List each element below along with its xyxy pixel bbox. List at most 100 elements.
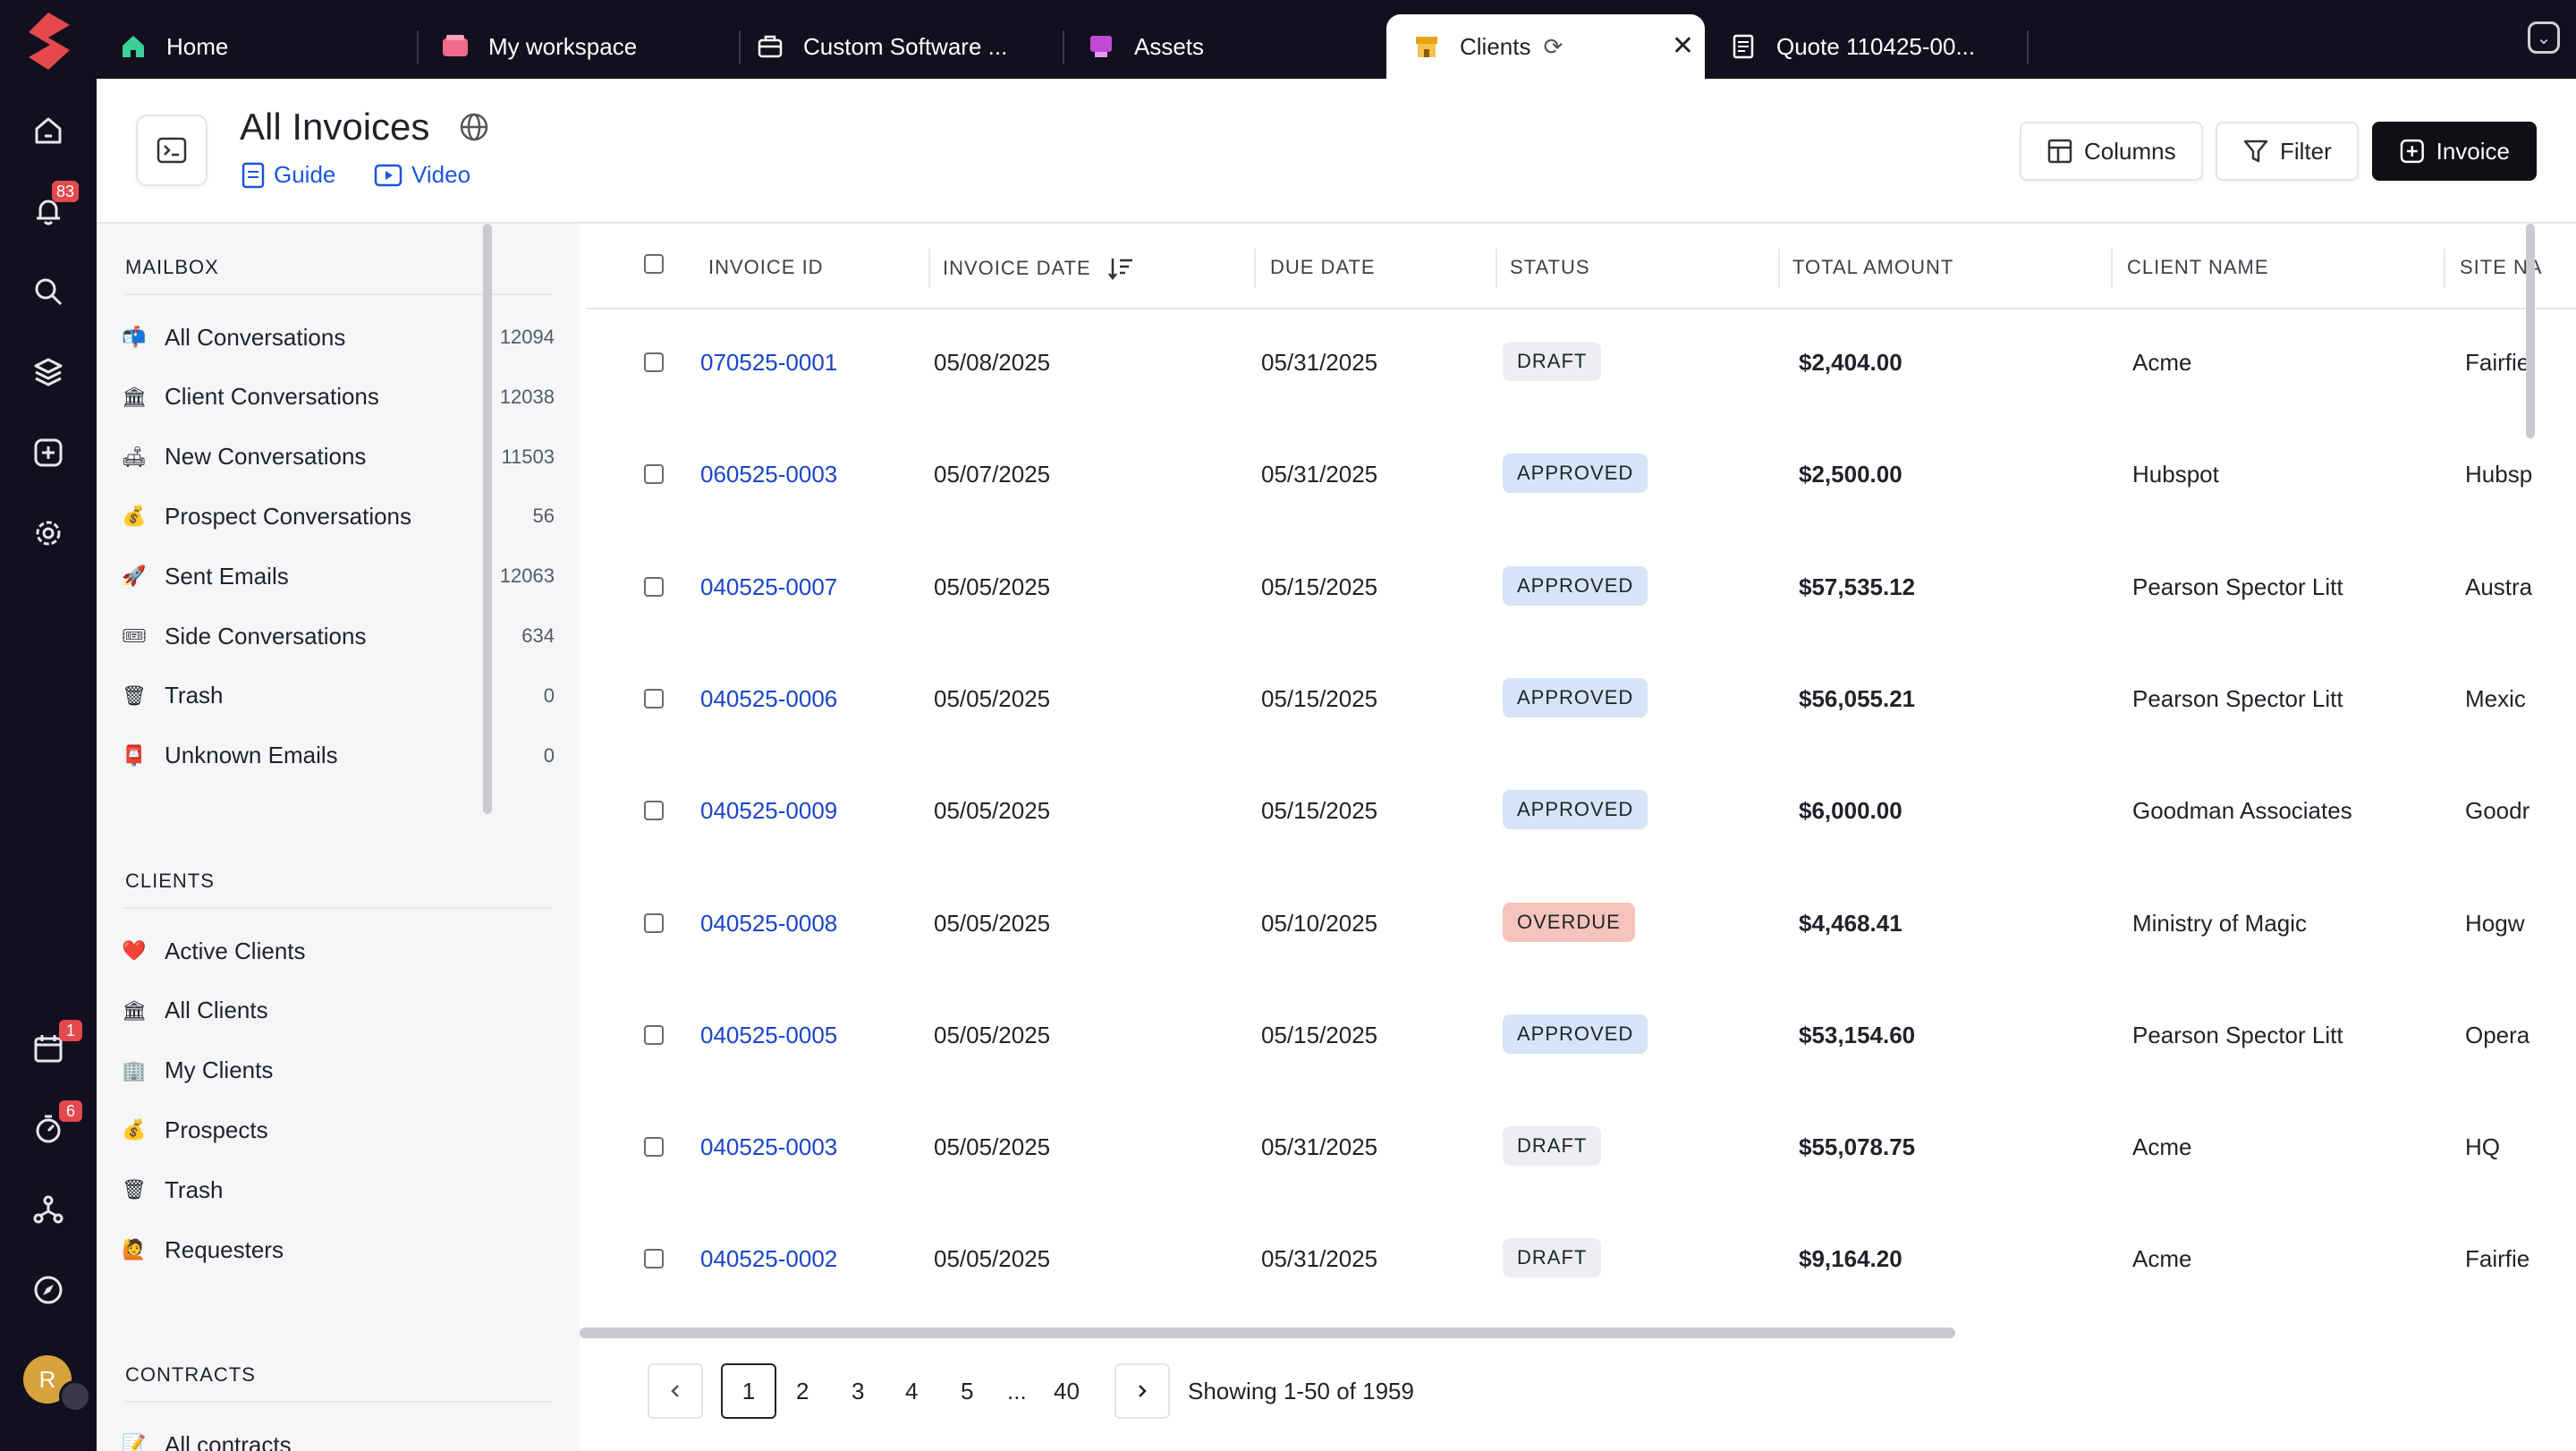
row-checkbox[interactable] bbox=[644, 464, 664, 485]
table-vertical-scrollbar[interactable] bbox=[2526, 224, 2535, 438]
table-row[interactable]: 040525-0005 05/05/2025 05/15/2025 $53,154.6… bbox=[587, 982, 2576, 1094]
layers-icon[interactable] bbox=[32, 356, 64, 388]
sidebar-item-prospects[interactable]: 💰 Prospects bbox=[122, 1107, 555, 1152]
column-header-client-name[interactable]: CLIENT NAME bbox=[2127, 256, 2269, 278]
tab-quote[interactable]: Quote 110425-00... bbox=[1703, 14, 2025, 79]
bell-icon[interactable] bbox=[32, 195, 64, 227]
column-divider[interactable] bbox=[2444, 249, 2445, 288]
previous-page-button[interactable] bbox=[648, 1363, 703, 1419]
page-button-2[interactable]: 2 bbox=[796, 1378, 809, 1404]
close-tab-icon[interactable]: ✕ bbox=[1671, 31, 1694, 61]
page-button-1[interactable]: 1 bbox=[721, 1363, 776, 1419]
sidebar-item-requesters[interactable]: 🙋 Requesters bbox=[122, 1227, 555, 1272]
invoice-id-link[interactable]: 040525-0005 bbox=[700, 1021, 838, 1048]
home-icon[interactable] bbox=[32, 115, 64, 147]
app-logo-icon[interactable] bbox=[16, 9, 80, 73]
column-divider[interactable] bbox=[2111, 249, 2113, 288]
sidebar-item-prospect-conversations[interactable]: 💰 Prospect Conversations 56 bbox=[122, 494, 555, 539]
sidebar-scrollbar[interactable] bbox=[483, 224, 492, 814]
row-checkbox[interactable] bbox=[644, 688, 664, 709]
total-amount-cell: $2,500.00 bbox=[1799, 461, 1902, 488]
page-button-3[interactable]: 3 bbox=[852, 1378, 865, 1404]
column-header-total-amount[interactable]: TOTAL AMOUNT bbox=[1792, 256, 1954, 278]
page-button-4[interactable]: 4 bbox=[905, 1378, 919, 1404]
table-row[interactable]: 070525-0001 05/08/2025 05/31/2025 $2,404.00… bbox=[587, 310, 2576, 421]
column-header-invoice-id[interactable]: INVOICE ID bbox=[708, 256, 824, 278]
invoice-id-link[interactable]: 060525-0003 bbox=[700, 461, 838, 488]
column-divider[interactable] bbox=[1254, 249, 1256, 288]
page-button-40[interactable]: 40 bbox=[1054, 1378, 1080, 1404]
tab-clients[interactable]: Clients ⟳ ✕ bbox=[1386, 14, 1705, 79]
sidebar-item-all-conversations[interactable]: 📬 All Conversations 12094 bbox=[122, 315, 555, 360]
globe-icon[interactable] bbox=[458, 111, 490, 143]
row-checkbox[interactable] bbox=[644, 576, 664, 597]
timer-icon[interactable] bbox=[32, 1113, 64, 1145]
page-button-5[interactable]: 5 bbox=[961, 1378, 974, 1404]
sidebar-item-all-contracts[interactable]: 📝 All contracts bbox=[122, 1422, 555, 1451]
invoice-id-link[interactable]: 040525-0002 bbox=[700, 1245, 838, 1273]
table-row[interactable]: 040525-0003 05/05/2025 05/31/2025 $55,078.7… bbox=[587, 1094, 2576, 1206]
select-all-checkbox[interactable] bbox=[644, 254, 664, 274]
total-amount-cell: $4,468.41 bbox=[1799, 909, 1902, 937]
invoice-id-link[interactable]: 040525-0007 bbox=[700, 573, 838, 600]
search-icon[interactable] bbox=[32, 276, 64, 308]
sidebar-item-unknown-emails[interactable]: 📮 Unknown Emails 0 bbox=[122, 734, 555, 778]
next-page-button[interactable] bbox=[1114, 1363, 1170, 1419]
add-invoice-button[interactable]: Invoice bbox=[2372, 122, 2537, 181]
tab-my-workspace[interactable]: My workspace bbox=[415, 14, 737, 79]
refresh-icon[interactable]: ⟳ bbox=[1543, 32, 1563, 60]
chevron-down-icon[interactable]: ⌄ bbox=[2528, 21, 2560, 54]
invoice-id-link[interactable]: 040525-0009 bbox=[700, 797, 838, 825]
invoice-id-link[interactable]: 070525-0001 bbox=[700, 349, 838, 376]
workflow-icon[interactable] bbox=[32, 1193, 64, 1226]
table-row[interactable]: 040525-0008 05/05/2025 05/10/2025 $4,468.41… bbox=[587, 870, 2576, 982]
sidebar-toggle-button[interactable] bbox=[136, 115, 208, 186]
row-checkbox[interactable] bbox=[644, 1249, 664, 1269]
sidebar-item-sent-emails[interactable]: 🚀 Sent Emails 12063 bbox=[122, 554, 555, 598]
table-row[interactable]: 060525-0003 05/07/2025 05/31/2025 $2,500.00… bbox=[587, 421, 2576, 533]
column-divider[interactable] bbox=[928, 249, 930, 288]
tab-assets[interactable]: Assets bbox=[1061, 14, 1383, 79]
sidebar-item-trash[interactable]: 🗑 Trash bbox=[122, 1167, 555, 1212]
invoice-id-link[interactable]: 040525-0006 bbox=[700, 684, 838, 712]
tab-custom-software[interactable]: Custom Software ... bbox=[730, 14, 1061, 79]
qr-icon[interactable] bbox=[59, 1380, 91, 1413]
sidebar-item-trash[interactable]: 🗑 Trash 0 bbox=[122, 674, 555, 718]
table-row[interactable]: 040525-0002 05/05/2025 05/31/2025 $9,164.20… bbox=[587, 1206, 2576, 1318]
row-checkbox[interactable] bbox=[644, 1137, 664, 1158]
sort-descending-icon[interactable] bbox=[1107, 256, 1134, 281]
row-checkbox[interactable] bbox=[644, 352, 664, 372]
column-header-due-date[interactable]: DUE DATE bbox=[1270, 256, 1376, 278]
columns-button[interactable]: Columns bbox=[2020, 122, 2203, 181]
column-header-status[interactable]: STATUS bbox=[1510, 256, 1590, 278]
column-header-invoice-date[interactable]: INVOICE DATE bbox=[943, 256, 1134, 281]
table-row[interactable]: 040525-0007 05/05/2025 05/15/2025 $57,535.1… bbox=[587, 534, 2576, 646]
sidebar-item-all-clients[interactable]: 🏛 All Clients bbox=[122, 989, 555, 1033]
row-checkbox[interactable] bbox=[644, 801, 664, 821]
tab-home[interactable]: Home bbox=[93, 14, 415, 79]
status-badge: APPROVED bbox=[1503, 677, 1648, 717]
table-row[interactable]: 040525-0006 05/05/2025 05/15/2025 $56,055.2… bbox=[587, 646, 2576, 758]
invoice-id-link[interactable]: 040525-0008 bbox=[700, 909, 838, 937]
row-checkbox[interactable] bbox=[644, 1024, 664, 1045]
calendar-icon[interactable] bbox=[32, 1032, 64, 1065]
table-row[interactable]: 040525-0009 05/05/2025 05/15/2025 $6,000.00… bbox=[587, 758, 2576, 870]
briefcase-icon bbox=[755, 31, 785, 62]
add-icon[interactable] bbox=[32, 437, 64, 469]
sidebar-item-active-clients[interactable]: ❤️ Active Clients bbox=[122, 929, 555, 973]
avatar[interactable]: R bbox=[23, 1355, 72, 1404]
sidebar-item-client-conversations[interactable]: 🏛 Client Conversations 12038 bbox=[122, 375, 555, 420]
sidebar-item-my-clients[interactable]: 🏢 My Clients bbox=[122, 1048, 555, 1093]
guide-link[interactable]: Guide bbox=[242, 161, 335, 189]
sidebar-item-new-conversations[interactable]: 🛋 New Conversations 11503 bbox=[122, 435, 555, 479]
gear-icon[interactable] bbox=[32, 517, 64, 549]
table-horizontal-scrollbar[interactable] bbox=[580, 1328, 1955, 1338]
filter-button[interactable]: Filter bbox=[2216, 122, 2359, 181]
compass-icon[interactable] bbox=[32, 1274, 64, 1306]
video-link[interactable]: Video bbox=[374, 161, 470, 189]
sidebar-item-side-conversations[interactable]: 🎟 Side Conversations 634 bbox=[122, 614, 555, 658]
column-divider[interactable] bbox=[1778, 249, 1780, 288]
row-checkbox[interactable] bbox=[644, 912, 664, 933]
column-divider[interactable] bbox=[1496, 249, 1497, 288]
invoice-id-link[interactable]: 040525-0003 bbox=[700, 1133, 838, 1161]
